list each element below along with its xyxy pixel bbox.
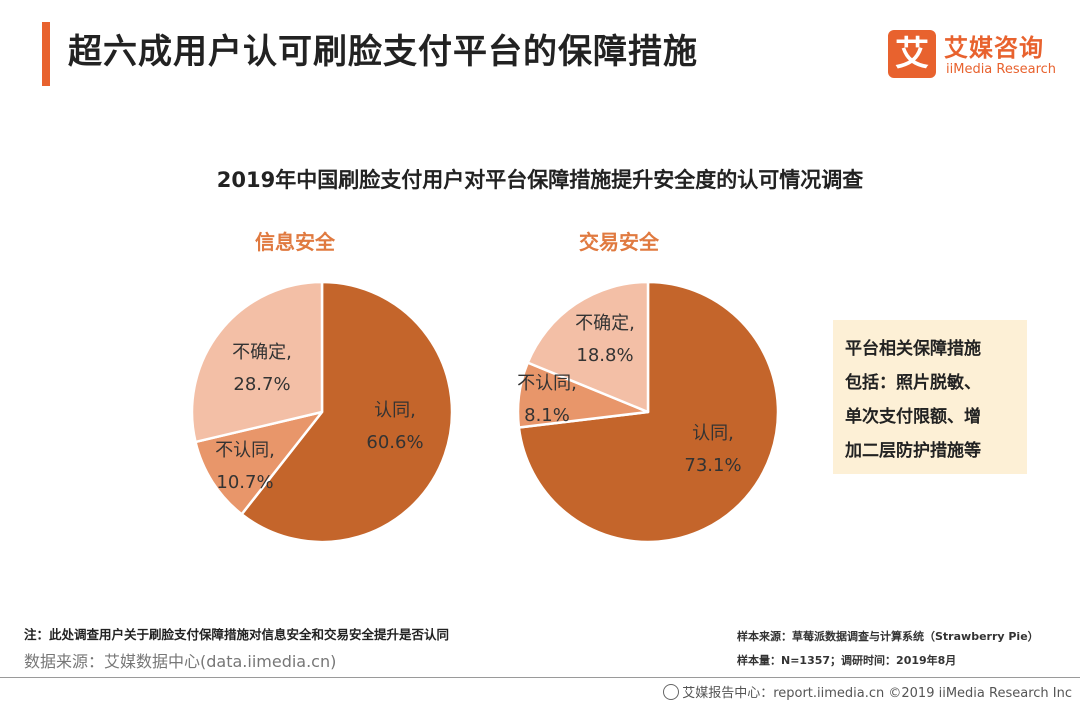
slice-label-unsure: 不确定, bbox=[575, 313, 635, 334]
note-line: 包括：照片脱敏、 bbox=[845, 373, 981, 393]
footer-text: 艾媒报告中心：report.iimedia.cn ©2019 iiMedia R… bbox=[682, 686, 1072, 701]
slice-label-disagree: 不认同, bbox=[215, 440, 275, 461]
pie-title-info-security: 信息安全 bbox=[255, 230, 335, 254]
footer-divider bbox=[0, 677, 1080, 678]
title-accent-bar bbox=[42, 22, 50, 86]
pie-slice-unsure bbox=[526, 280, 650, 414]
slice-value-disagree: 8.1% bbox=[524, 405, 570, 426]
note-line: 平台相关保障措施 bbox=[845, 339, 981, 359]
slice-value-agree: 60.6% bbox=[366, 432, 423, 453]
logo-mark: 艾 bbox=[888, 30, 936, 78]
slice-label-disagree: 不认同, bbox=[517, 373, 577, 394]
pie-transaction-security: 认同, 73.1% 不认同, 8.1% 不确定, 18.8% bbox=[516, 280, 780, 544]
sample-size: 样本量：N=1357；调研时间：2019年8月 bbox=[737, 654, 957, 667]
page-title: 超六成用户认可刷脸支付平台的保障措施 bbox=[68, 32, 698, 72]
note-line: 加二层防护措施等 bbox=[845, 441, 981, 461]
data-source: 数据来源：艾媒数据中心(data.iimedia.cn) bbox=[24, 652, 337, 671]
report-center-icon bbox=[663, 684, 680, 700]
pie-slice-unsure bbox=[190, 280, 324, 444]
slice-value-disagree: 10.7% bbox=[216, 472, 273, 493]
logo: 艾 艾媒咨询 iiMedia Research bbox=[888, 28, 1060, 84]
pie-slice-disagree bbox=[194, 410, 324, 516]
footer: 艾媒报告中心：report.iimedia.cn ©2019 iiMedia R… bbox=[663, 682, 1072, 701]
measures-note-box: 平台相关保障措施 包括：照片脱敏、 单次支付限额、增 加二层防护措施等 bbox=[833, 320, 1027, 474]
chart-title: 2019年中国刷脸支付用户对平台保障措施提升安全度的认可情况调查 bbox=[216, 168, 864, 192]
note-line: 单次支付限额、增 bbox=[845, 407, 981, 427]
slice-label-unsure: 不确定, bbox=[232, 342, 292, 363]
slice-label-agree: 认同, bbox=[374, 400, 416, 421]
pie-slice-agree bbox=[240, 280, 454, 544]
pie-info-security: 认同, 60.6% 不认同, 10.7% 不确定, 28.7% bbox=[190, 280, 454, 544]
logo-name-en: iiMedia Research bbox=[946, 62, 1057, 77]
pie-title-transaction-security: 交易安全 bbox=[579, 230, 659, 254]
slice-label-agree: 认同, bbox=[692, 423, 734, 444]
slice-value-unsure: 28.7% bbox=[233, 374, 290, 395]
logo-name-cn: 艾媒咨询 bbox=[944, 34, 1044, 62]
sample-source: 样本来源：草莓派数据调查与计算系统（Strawberry Pie） bbox=[737, 630, 1039, 643]
slice-value-unsure: 18.8% bbox=[576, 345, 633, 366]
footnote: 注：此处调查用户关于刷脸支付保障措施对信息安全和交易安全提升是否认同 bbox=[24, 627, 450, 642]
slice-value-agree: 73.1% bbox=[684, 455, 741, 476]
